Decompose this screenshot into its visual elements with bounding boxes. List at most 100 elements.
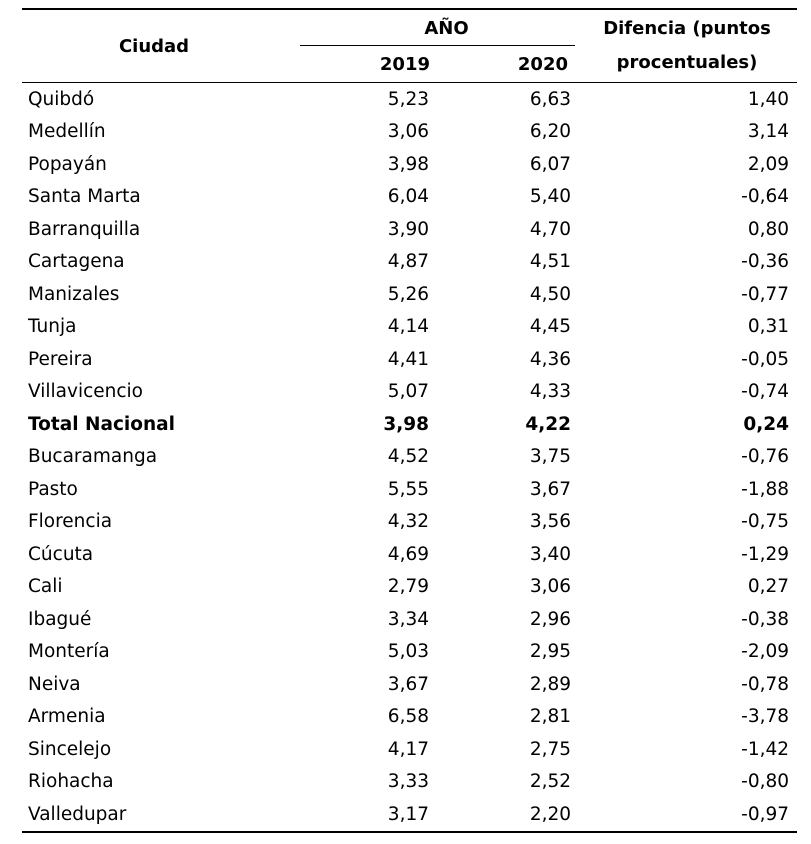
cell-value-2019: 5,07 [387, 381, 429, 403]
cell-value-2020: 4,22 [525, 413, 572, 435]
cell-city: Pasto [28, 478, 78, 500]
table-row: Cali 2,79 3,06 0,27 [22, 571, 797, 604]
table-row: Barranquilla 3,90 4,70 0,80 [22, 213, 797, 246]
cell-value-2019: 4,52 [387, 446, 429, 468]
cell-value-2019: 3,67 [387, 673, 429, 695]
cell-value-2020: 2,95 [529, 641, 572, 663]
cell-value-2019: 4,17 [387, 738, 429, 760]
cell-value-2020: 2,20 [437, 798, 576, 833]
cell-value-2019: 3,98 [387, 153, 429, 175]
table-row: Pereira 4,41 4,36 -0,05 [22, 343, 797, 376]
cell-value-2020: 4,45 [529, 316, 572, 338]
cell-difference: -0,78 [741, 673, 790, 695]
cell-difference: 0,24 [743, 413, 790, 435]
cell-value-2020: 4,70 [529, 218, 572, 240]
cell-value-2020: 5,40 [529, 186, 572, 208]
cell-difference: 0,31 [747, 316, 790, 338]
cell-value-2020: 3,06 [529, 576, 572, 598]
cell-value-2020: 6,07 [529, 153, 572, 175]
table-row: Valledupar 3,17 2,20 -0,97 [22, 798, 798, 833]
table-row: Riohacha 3,33 2,52 -0,80 [22, 766, 797, 799]
cell-difference: -3,78 [741, 706, 790, 728]
cell-value-2020: 2,81 [529, 706, 572, 728]
cell-value-2020: 6,63 [529, 88, 572, 110]
cell-value-2020: 4,36 [529, 348, 572, 370]
cell-city: Valledupar [22, 798, 300, 833]
cell-city: Armenia [28, 706, 106, 728]
cell-difference: 3,14 [747, 121, 790, 143]
cell-city: Manizales [28, 283, 120, 305]
cell-value-2019: 3,33 [387, 771, 429, 793]
table-row: Pasto 5,55 3,67 -1,88 [22, 473, 797, 506]
cell-city: Cúcuta [28, 543, 94, 565]
table-row: Santa Marta 6,04 5,40 -0,64 [22, 181, 797, 214]
cell-value-2019: 4,41 [387, 348, 429, 370]
cell-value-2020: 3,75 [529, 446, 572, 468]
cell-value-2019: 5,03 [387, 641, 429, 663]
cell-value-2019: 5,23 [387, 88, 429, 110]
cell-value-2019: 3,90 [387, 218, 429, 240]
cell-difference: -0,75 [741, 511, 790, 533]
column-group-header-year: AÑO [300, 8, 576, 46]
column-header-city: Ciudad [22, 8, 300, 83]
cell-difference: -0,74 [741, 381, 790, 403]
table-row: Quibdó 5,23 6,63 1,40 [22, 83, 797, 116]
table-row: Neiva 3,67 2,89 -0,78 [22, 668, 797, 701]
cell-difference: 0,80 [747, 218, 790, 240]
year-group-underline [300, 45, 576, 46]
cell-value-2020: 3,56 [529, 511, 572, 533]
cell-difference: 2,09 [747, 153, 790, 175]
cell-value-2020: 3,40 [529, 543, 572, 565]
cell-difference: -0,38 [741, 608, 790, 630]
cell-value-2019: 6,04 [387, 186, 429, 208]
cell-city: Quibdó [28, 88, 95, 110]
cell-difference: -0,80 [741, 771, 790, 793]
cell-difference: -0,36 [741, 251, 790, 273]
cell-city: Bucaramanga [28, 446, 158, 468]
cell-city: Sincelejo [28, 738, 112, 760]
table-row: Tunja 4,14 4,45 0,31 [22, 311, 797, 344]
cell-city: Santa Marta [28, 186, 141, 208]
city-table-container: Ciudad AÑO Difencia (puntos procentuales… [22, 8, 798, 833]
table-row: Florencia 4,32 3,56 -0,75 [22, 506, 797, 539]
table-row: Bucaramanga 4,52 3,75 -0,76 [22, 441, 797, 474]
cell-value-2019: 3,06 [387, 121, 429, 143]
cell-city: Cali [28, 576, 63, 598]
cell-value-2019: 4,87 [387, 251, 429, 273]
table-header: Ciudad AÑO Difencia (puntos procentuales… [22, 8, 798, 83]
cell-value-2019: 3,17 [300, 798, 437, 833]
cell-value-2020: 6,20 [529, 121, 572, 143]
cell-value-2020: 4,50 [529, 283, 572, 305]
cell-city: Medellín [28, 121, 106, 143]
cell-value-2019: 3,98 [383, 413, 429, 435]
cell-city: Tunja [28, 316, 77, 338]
cell-difference: -1,88 [741, 478, 790, 500]
cell-value-2019: 5,26 [387, 283, 429, 305]
table-row: Popayán 3,98 6,07 2,09 [22, 148, 797, 181]
cell-city: Popayán [28, 153, 107, 175]
cell-value-2020: 4,33 [529, 381, 572, 403]
table-row: Ibagué 3,34 2,96 -0,38 [22, 603, 797, 636]
table-row: Cartagena 4,87 4,51 -0,36 [22, 246, 797, 279]
cell-value-2019: 4,32 [387, 511, 429, 533]
table-row-total: Total Nacional 3,98 4,22 0,24 [22, 408, 797, 441]
cell-value-2020: 4,51 [529, 251, 572, 273]
cell-value-2019: 6,58 [387, 706, 429, 728]
table-row: Sincelejo 4,17 2,75 -1,42 [22, 733, 797, 766]
cell-city: Barranquilla [28, 218, 141, 240]
cell-city: Pereira [28, 348, 93, 370]
cell-difference: 1,40 [747, 88, 790, 110]
cell-value-2019: 2,79 [387, 576, 429, 598]
cell-value-2020: 3,67 [529, 478, 572, 500]
cell-city: Cartagena [28, 251, 125, 273]
table-row: Manizales 5,26 4,50 -0,77 [22, 278, 797, 311]
cell-city: Riohacha [28, 771, 114, 793]
cell-value-2020: 2,89 [529, 673, 572, 695]
column-header-2020: 2020 [437, 46, 576, 83]
cell-difference: 0,27 [747, 576, 790, 598]
cell-value-2019: 4,14 [387, 316, 429, 338]
cell-value-2019: 4,69 [387, 543, 429, 565]
table-row: Armenia 6,58 2,81 -3,78 [22, 701, 797, 734]
cell-value-2020: 2,52 [529, 771, 572, 793]
cell-difference: -0,77 [741, 283, 790, 305]
